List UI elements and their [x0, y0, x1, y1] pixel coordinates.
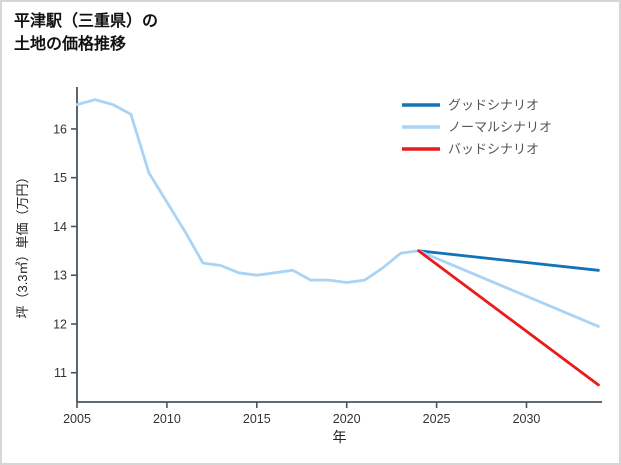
y-tick-label: 12 — [53, 317, 67, 331]
x-tick-label: 2030 — [513, 412, 541, 426]
series-line-グッドシナリオ — [417, 249, 600, 272]
y-tick-label: 15 — [53, 171, 67, 185]
x-axis-label: 年 — [333, 429, 347, 445]
chart-title: 平津駅（三重県）の 土地の価格推移 — [14, 10, 158, 56]
y-tick-label: 11 — [54, 366, 67, 380]
chart-title-line2: 土地の価格推移 — [14, 36, 127, 54]
series-line-バッドシナリオ — [417, 249, 600, 387]
x-tick-label: 2015 — [243, 412, 271, 426]
y-tick-label: 13 — [53, 269, 67, 283]
series-line-ノーマルシナリオ — [417, 249, 600, 328]
y-tick-label: 14 — [53, 220, 67, 234]
legend-label-バッドシナリオ: バッドシナリオ — [448, 142, 539, 157]
chart-title-line1: 平津駅（三重県）の — [14, 13, 159, 30]
x-tick-label: 2010 — [153, 412, 181, 426]
x-tick-label: 2025 — [423, 412, 451, 426]
x-tick-label: 2020 — [333, 412, 361, 426]
y-tick-label: 16 — [53, 122, 67, 136]
legend-label-グッドシナリオ: グッドシナリオ — [448, 98, 539, 113]
axes: 2005 2010 2015 2020 2025 2030 11 12 13 14 15 16 年 坪（3… — [15, 87, 602, 445]
series-line-実績 — [75, 98, 421, 284]
y-axis-label: 坪（3.3㎡）単価（万円） — [15, 170, 30, 318]
series-lines — [75, 98, 600, 387]
x-tick-label: 2005 — [63, 412, 91, 426]
legend-label-ノーマルシナリオ: ノーマルシナリオ — [448, 120, 552, 135]
